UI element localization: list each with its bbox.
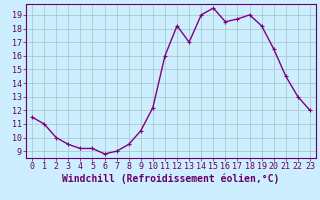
X-axis label: Windchill (Refroidissement éolien,°C): Windchill (Refroidissement éolien,°C) [62,174,280,184]
